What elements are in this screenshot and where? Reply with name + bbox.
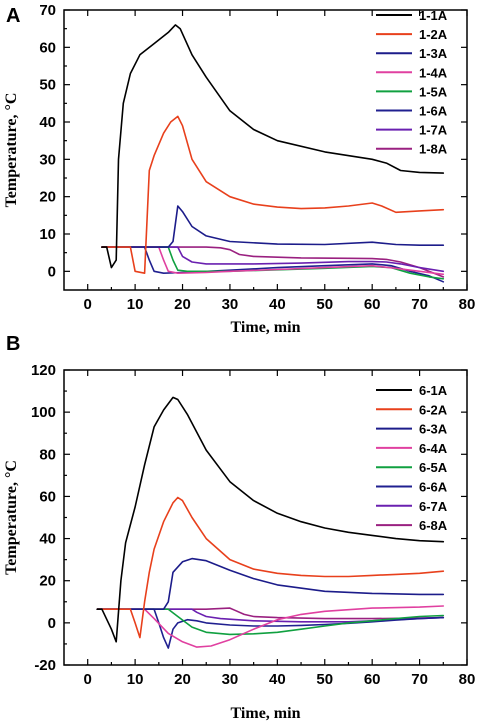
x-tick-label: 70 bbox=[411, 671, 428, 688]
series-line-6-4A bbox=[96, 605, 445, 648]
legend-label: 1-5A bbox=[419, 84, 448, 99]
legend-label: 1-3A bbox=[419, 46, 448, 61]
legend-label: 6-3A bbox=[419, 422, 448, 437]
series-line-6-6A bbox=[96, 608, 445, 649]
series-lines bbox=[96, 396, 445, 649]
series-line-6-1A bbox=[96, 396, 445, 643]
y-tick-label: 30 bbox=[39, 151, 56, 168]
series-line-6-5A bbox=[96, 608, 445, 636]
x-tick-label: 40 bbox=[269, 671, 286, 688]
y-tick-label: 20 bbox=[39, 573, 56, 590]
y-tick-label: 0 bbox=[48, 263, 56, 280]
legend-label: 6-4A bbox=[419, 441, 448, 456]
x-tick-label: 70 bbox=[411, 296, 428, 313]
legend-label: 6-1A bbox=[419, 383, 448, 398]
x-axis-title: Time, min bbox=[231, 705, 301, 722]
x-axis-title: Time, min bbox=[231, 319, 301, 336]
series-line-6-2A bbox=[96, 496, 445, 639]
legend-label: 6-2A bbox=[419, 402, 448, 417]
panel-label: A bbox=[6, 5, 20, 27]
x-tick-label: 80 bbox=[459, 671, 476, 688]
legend-label: 1-7A bbox=[419, 123, 448, 138]
y-tick-label: 70 bbox=[39, 2, 56, 19]
legend-label: 1-1A bbox=[419, 8, 448, 23]
legend-label: 1-4A bbox=[419, 65, 448, 80]
y-tick-label: 0 bbox=[48, 615, 56, 632]
series-line-1-8A bbox=[101, 246, 445, 278]
x-tick-label: 60 bbox=[364, 296, 381, 313]
y-tick-label: 40 bbox=[39, 114, 56, 131]
x-tick-label: 10 bbox=[127, 296, 144, 313]
y-tick-label: 60 bbox=[39, 39, 56, 56]
x-tick-label: 0 bbox=[84, 296, 92, 313]
x-tick-label: 0 bbox=[84, 671, 92, 688]
y-axis-title: Temperature, °C bbox=[3, 460, 20, 575]
chart-panel-a: A 0 10 20 30 40 50 60 70 80 0 10 20 30 40 50 60 70 Time, m… bbox=[3, 2, 475, 336]
y-tick-label: 40 bbox=[39, 531, 56, 548]
y-tick-label: -20 bbox=[34, 657, 56, 674]
legend-label: 6-5A bbox=[419, 460, 448, 475]
legend-label: 6-6A bbox=[419, 480, 448, 495]
y-tick-label: 60 bbox=[39, 488, 56, 505]
x-tick-label: 50 bbox=[316, 671, 333, 688]
x-tick-label: 10 bbox=[127, 671, 144, 688]
y-tick-label: 100 bbox=[31, 404, 56, 421]
series-line-1-6A bbox=[101, 246, 445, 283]
plot-frame bbox=[63, 9, 468, 291]
legend-label: 1-2A bbox=[419, 27, 448, 42]
legend-label: 1-6A bbox=[419, 104, 448, 119]
series-lines bbox=[101, 24, 445, 283]
x-tick-label: 60 bbox=[364, 671, 381, 688]
legend-label: 6-8A bbox=[419, 518, 448, 533]
panel-label: B bbox=[6, 333, 20, 355]
x-tick-label: 80 bbox=[459, 296, 476, 313]
x-tick-label: 50 bbox=[316, 296, 333, 313]
x-tick-label: 40 bbox=[269, 296, 286, 313]
series-line-6-8A bbox=[96, 607, 445, 620]
x-tick-label: 20 bbox=[174, 296, 191, 313]
chart-panel-b: B 0 10 20 30 40 50 60 70 80 -20 0 20 40 60 80 100 120 Time… bbox=[3, 333, 475, 722]
y-tick-label: 80 bbox=[39, 446, 56, 463]
x-tick-label: 20 bbox=[174, 671, 191, 688]
series-line-1-3A bbox=[101, 205, 445, 248]
y-tick-label: 50 bbox=[39, 77, 56, 94]
series-line-1-7A bbox=[101, 246, 445, 273]
series-line-1-2A bbox=[101, 115, 445, 274]
series-line-1-1A bbox=[101, 24, 445, 269]
y-axis-title: Temperature, °C bbox=[3, 93, 20, 208]
legend-label: 6-7A bbox=[419, 499, 448, 514]
series-line-1-4A bbox=[101, 246, 445, 276]
y-tick-label: 120 bbox=[31, 362, 56, 379]
series-line-6-3A bbox=[96, 557, 445, 610]
y-tick-label: 10 bbox=[39, 226, 56, 243]
x-tick-label: 30 bbox=[222, 296, 239, 313]
legend-label: 1-8A bbox=[419, 142, 448, 157]
x-tick-label: 30 bbox=[222, 671, 239, 688]
y-tick-label: 20 bbox=[39, 189, 56, 206]
